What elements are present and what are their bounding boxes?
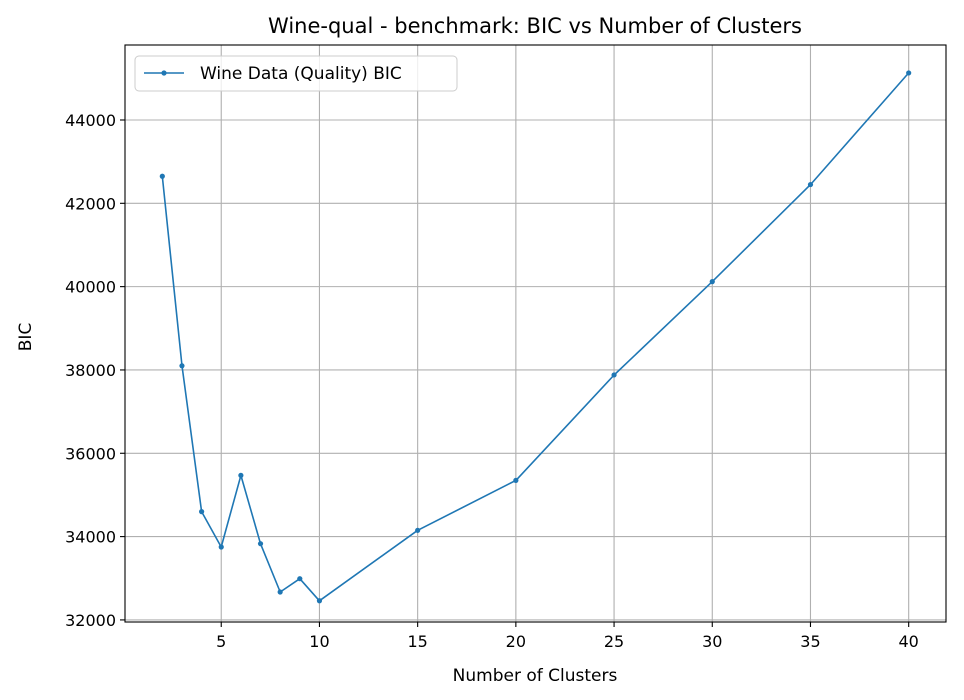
data-point [277, 589, 283, 595]
y-axis-label: BIC [16, 323, 36, 352]
series-lines [159, 70, 912, 604]
legend-swatch-marker [161, 70, 167, 76]
data-point [297, 576, 303, 582]
y-tick-label: 40000 [65, 278, 116, 297]
grid-lines [125, 45, 946, 622]
data-point [199, 508, 205, 515]
axis-ticks: 5 10 15 20 25 30 35 40 32000 34000 36000 38000 40000… [65, 111, 919, 651]
x-axis-label: Number of Clusters [453, 666, 618, 686]
y-tick-label: 36000 [65, 444, 116, 463]
data-point [709, 279, 715, 285]
legend-label: Wine Data (Quality) BIC [200, 64, 402, 84]
x-tick-label: 40 [899, 632, 919, 651]
x-tick-label: 10 [309, 632, 329, 651]
x-tick-label: 5 [216, 632, 226, 651]
x-tick-label: 15 [407, 632, 427, 651]
y-tick-label: 44000 [65, 111, 116, 130]
y-tick-label: 38000 [65, 361, 116, 380]
data-point [415, 527, 421, 533]
x-tick-label: 20 [506, 632, 526, 651]
data-point [257, 541, 264, 547]
data-point [611, 372, 617, 378]
data-point [807, 181, 814, 188]
x-tick-label: 35 [800, 632, 820, 651]
data-point [906, 70, 912, 76]
x-tick-label: 25 [604, 632, 624, 651]
y-tick-label: 34000 [65, 528, 116, 547]
data-point [316, 598, 323, 604]
data-point [179, 363, 185, 369]
chart-title: Wine-qual - benchmark: BIC vs Number of … [268, 14, 802, 38]
data-point [218, 544, 224, 550]
data-point [513, 477, 519, 483]
data-point [238, 472, 244, 478]
plot-frame [124, 44, 947, 623]
legend: Wine Data (Quality) BIC [134, 55, 458, 92]
legend-box [134, 55, 458, 92]
y-tick-label: 42000 [65, 194, 116, 213]
x-tick-label: 30 [702, 632, 722, 651]
data-point [159, 173, 165, 179]
y-tick-label: 32000 [65, 611, 116, 630]
